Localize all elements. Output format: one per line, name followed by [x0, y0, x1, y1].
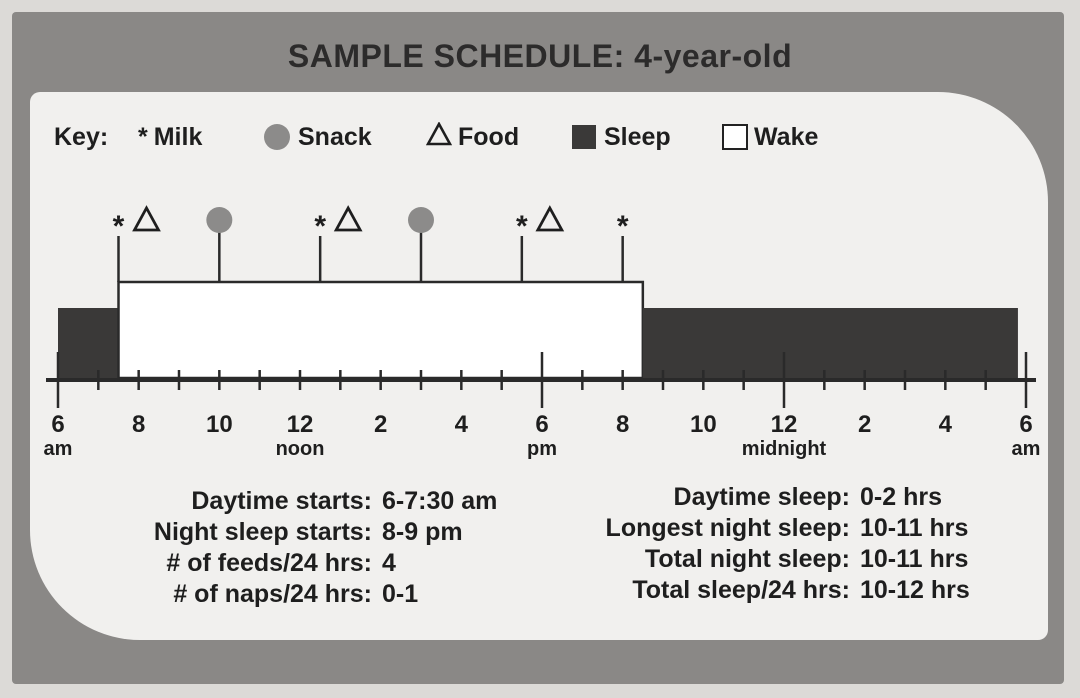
milk-marker-0: * — [113, 210, 125, 243]
stat-value: 6-7:30 am — [382, 487, 498, 515]
page-title: SAMPLE SCHEDULE: 4-year-old — [287, 38, 793, 74]
sleep-segment-0 — [58, 308, 119, 378]
stat-label: Total night sleep: — [644, 545, 850, 573]
tick-label-20: 8 — [616, 411, 629, 438]
key-wake-label: Wake — [754, 122, 819, 151]
stat-row: Daytime starts: 6-7:30 am — [90, 486, 497, 517]
tick-label-10: 10 — [206, 411, 233, 438]
stats-left: Daytime starts: 6-7:30 am Night sleep star… — [90, 486, 497, 610]
wake-segment-1 — [117, 280, 645, 380]
tick-label-12: 12 — [287, 411, 314, 438]
tick-label-6: 6 — [51, 411, 64, 438]
tick-label-18: 6 — [535, 411, 548, 438]
snack-marker-3 — [408, 207, 434, 233]
key-sleep-label: Sleep — [604, 122, 671, 151]
tick-label-8: 8 — [132, 411, 145, 438]
milk-marker-4: * — [516, 210, 528, 243]
stat-value: 4 — [382, 549, 396, 577]
tick-sublabel-24: midnight — [742, 438, 827, 460]
stat-label: Longest night sleep: — [605, 514, 850, 542]
tick-label-24: 12 — [771, 411, 798, 438]
stat-label: Daytime starts: — [191, 487, 372, 515]
sleep-segment-2 — [642, 308, 1018, 378]
snack-marker-1 — [206, 207, 233, 233]
stat-label: Daytime sleep: — [673, 483, 850, 511]
stat-row: # of naps/24 hrs: 0-1 — [90, 579, 497, 610]
key-snack-label: Snack — [298, 122, 372, 151]
stat-value: 0-1 — [382, 580, 419, 608]
key-wake: Wake — [722, 120, 818, 154]
tick-label-30: 6 — [1019, 411, 1032, 438]
stat-row: Total sleep/24 hrs: 10-12 hrs — [570, 575, 970, 606]
milk-marker-5: * — [617, 210, 629, 243]
key-snack: Snack — [264, 120, 372, 154]
milk-marker-2: * — [314, 210, 326, 243]
stat-row: Daytime sleep: 0-2 hrs — [570, 482, 970, 513]
food-marker-0 — [132, 205, 161, 232]
key-sleep: Sleep — [572, 120, 671, 154]
tick-label-22: 10 — [690, 411, 717, 438]
tick-sublabel-30: am — [1012, 438, 1041, 460]
stat-label: # of naps/24 hrs: — [173, 580, 372, 608]
asterisk-icon: * — [138, 122, 148, 151]
key-label: Key: — [54, 122, 109, 151]
tick-label-14: 2 — [374, 411, 387, 438]
stat-row: Longest night sleep: 10-11 hrs — [570, 513, 970, 544]
empty-square-icon — [722, 124, 748, 150]
stat-row: # of feeds/24 hrs: 4 — [90, 548, 497, 579]
stat-row: Total night sleep: 10-11 hrs — [570, 544, 970, 575]
stat-value: 10-11 hrs — [860, 514, 969, 542]
circle-icon — [264, 124, 290, 150]
stat-label: Total sleep/24 hrs: — [632, 576, 850, 604]
stat-row: Night sleep starts: 8-9 pm — [90, 517, 497, 548]
food-marker-4 — [535, 205, 565, 232]
stat-value: 0-2 hrs — [860, 483, 942, 511]
food-marker-2 — [333, 205, 363, 232]
stats-right: Daytime sleep: 0-2 hrs Longest night sleep… — [570, 482, 970, 606]
tick-sublabel-12: noon — [276, 438, 325, 460]
filled-square-icon — [572, 125, 596, 149]
tick-label-28: 4 — [939, 411, 953, 438]
tick-label-26: 2 — [858, 411, 871, 438]
key-food-label: Food — [458, 122, 520, 151]
key-milk-label: Milk — [153, 122, 203, 151]
key-food: Food — [425, 120, 520, 154]
tick-sublabel-6: am — [44, 438, 73, 460]
triangle-icon — [425, 120, 453, 153]
key-milk: * Milk — [138, 120, 202, 154]
stat-value: 10-12 hrs — [860, 576, 970, 604]
tick-sublabel-18: pm — [527, 438, 557, 460]
stat-value: 10-11 hrs — [860, 545, 969, 573]
stat-label: Night sleep starts: — [153, 518, 372, 546]
stat-value: 8-9 pm — [382, 518, 463, 546]
tick-label-16: 4 — [455, 411, 469, 438]
stat-label: # of feeds/24 hrs: — [166, 549, 372, 577]
